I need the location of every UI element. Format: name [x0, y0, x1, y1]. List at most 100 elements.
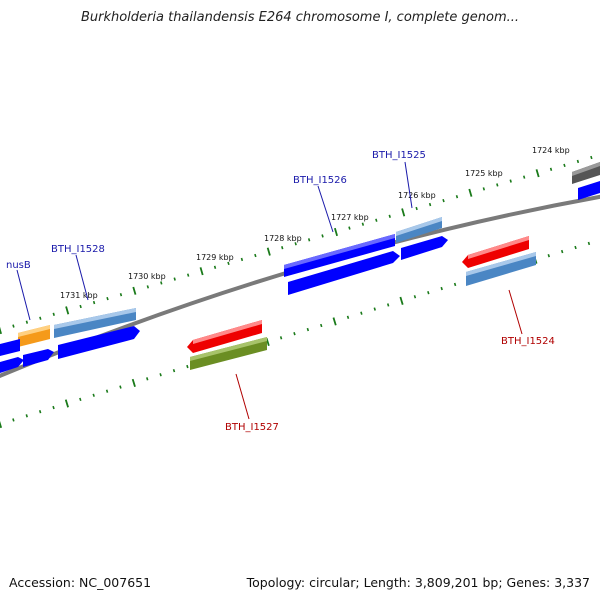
- minor-tick: [321, 234, 324, 238]
- minor-tick: [119, 293, 123, 297]
- minor-tick: [186, 364, 189, 369]
- major-tick: [399, 296, 404, 305]
- gene-label-BTH_I1527[interactable]: BTH_I1527: [225, 422, 279, 433]
- map-title: Burkholderia thailandensis E264 chromoso…: [80, 10, 520, 25]
- gene-BTH_I1527[interactable]: [190, 337, 267, 370]
- major-tick: [132, 286, 137, 295]
- label-connector: [235, 373, 250, 420]
- label-connector: [75, 254, 89, 301]
- minor-tick: [496, 183, 499, 187]
- minor-tick: [428, 202, 432, 207]
- major-tick: [131, 378, 136, 388]
- forward-tick-track: [0, 155, 593, 335]
- minor-tick: [563, 163, 566, 168]
- gene-arrow-blue[interactable]: [401, 236, 448, 260]
- accession-text: Accession: NC_007651: [9, 575, 152, 590]
- minor-tick: [482, 187, 486, 191]
- gene-arrow-blue[interactable]: [23, 349, 54, 367]
- gene-arrow-blue[interactable]: [288, 251, 400, 295]
- minor-tick: [25, 414, 28, 418]
- gene-arrow-blue[interactable]: [0, 339, 20, 356]
- minor-tick: [294, 242, 297, 246]
- minor-tick: [279, 336, 283, 340]
- minor-tick: [38, 410, 42, 414]
- gene-arrow-blue[interactable]: [0, 357, 24, 373]
- minor-tick: [388, 214, 391, 218]
- minor-tick: [386, 303, 390, 307]
- minor-tick: [455, 195, 459, 199]
- minor-tick: [509, 179, 512, 183]
- major-tick: [401, 208, 406, 217]
- minor-tick: [79, 397, 82, 402]
- major-tick: [65, 306, 70, 315]
- major-tick: [266, 247, 271, 256]
- gene-label-BTH_I1528[interactable]: BTH_I1528: [51, 244, 105, 255]
- minor-tick: [254, 253, 257, 258]
- kbp-label: 1728 kbp: [264, 234, 302, 243]
- minor-tick: [440, 286, 443, 291]
- minor-tick: [227, 261, 230, 266]
- gene-arrow-blue[interactable]: [578, 181, 600, 200]
- kbp-label: 1727 kbp: [331, 213, 369, 222]
- kbp-label: 1729 kbp: [196, 253, 234, 262]
- major-tick: [468, 188, 473, 197]
- kbp-label: 1724 kbp: [532, 146, 570, 155]
- minor-tick: [79, 304, 82, 309]
- minor-tick: [160, 281, 163, 285]
- minor-tick: [159, 373, 162, 377]
- minor-tick: [522, 175, 526, 179]
- minor-tick: [375, 218, 378, 222]
- gene-BTH_I1525[interactable]: [396, 217, 442, 243]
- minor-tick: [105, 389, 109, 393]
- minor-tick: [442, 198, 445, 203]
- gene-BTH_I1528[interactable]: [54, 308, 136, 338]
- minor-tick: [92, 393, 95, 397]
- major-tick: [199, 267, 204, 276]
- minor-tick: [373, 307, 376, 311]
- minor-tick: [360, 311, 363, 315]
- gene-BTH_I1526[interactable]: [284, 234, 395, 277]
- minor-tick: [574, 245, 577, 250]
- minor-tick: [348, 226, 351, 230]
- minor-tick: [413, 295, 417, 299]
- gene-label-BTH_I1525[interactable]: BTH_I1525: [372, 150, 426, 161]
- gene-partial-gray[interactable]: [572, 162, 600, 184]
- gene-nusB[interactable]: [18, 325, 50, 347]
- minor-tick: [25, 320, 29, 324]
- minor-tick: [590, 155, 593, 160]
- major-tick: [64, 399, 69, 408]
- minor-tick: [92, 300, 96, 305]
- gene-BTH_I1524-red[interactable]: [462, 236, 529, 268]
- minor-tick: [146, 285, 150, 289]
- minor-tick: [240, 257, 244, 262]
- gene-label-BTH_I1524[interactable]: BTH_I1524: [501, 336, 555, 347]
- minor-tick: [173, 277, 176, 281]
- minor-tick: [307, 238, 311, 242]
- gene-arrow-blue[interactable]: [58, 326, 140, 359]
- minor-tick: [106, 296, 109, 301]
- minor-tick: [12, 418, 15, 422]
- kbp-label: 1730 kbp: [128, 272, 166, 281]
- minor-tick: [52, 405, 55, 410]
- gene-label-BTH_I1526[interactable]: BTH_I1526: [293, 175, 347, 186]
- minor-tick: [453, 282, 457, 287]
- minor-tick: [12, 324, 15, 328]
- gene-label-nusB[interactable]: nusB: [6, 260, 31, 271]
- gene-BTH_I1527-red[interactable]: [187, 320, 262, 353]
- minor-tick: [39, 316, 42, 320]
- minor-tick: [119, 385, 122, 389]
- label-connector: [404, 161, 413, 209]
- kbp-label: 1726 kbp: [398, 191, 436, 200]
- major-tick: [332, 317, 337, 326]
- topology-summary: Topology: circular; Length: 3,809,201 bp…: [246, 575, 590, 590]
- minor-tick: [320, 323, 323, 328]
- gene-BTH_I1524[interactable]: [466, 252, 536, 286]
- major-tick: [0, 420, 3, 429]
- minor-tick: [587, 241, 591, 246]
- major-tick: [334, 227, 338, 237]
- minor-tick: [186, 273, 190, 277]
- minor-tick: [576, 159, 580, 164]
- minor-tick: [547, 254, 550, 258]
- label-connector: [16, 269, 31, 321]
